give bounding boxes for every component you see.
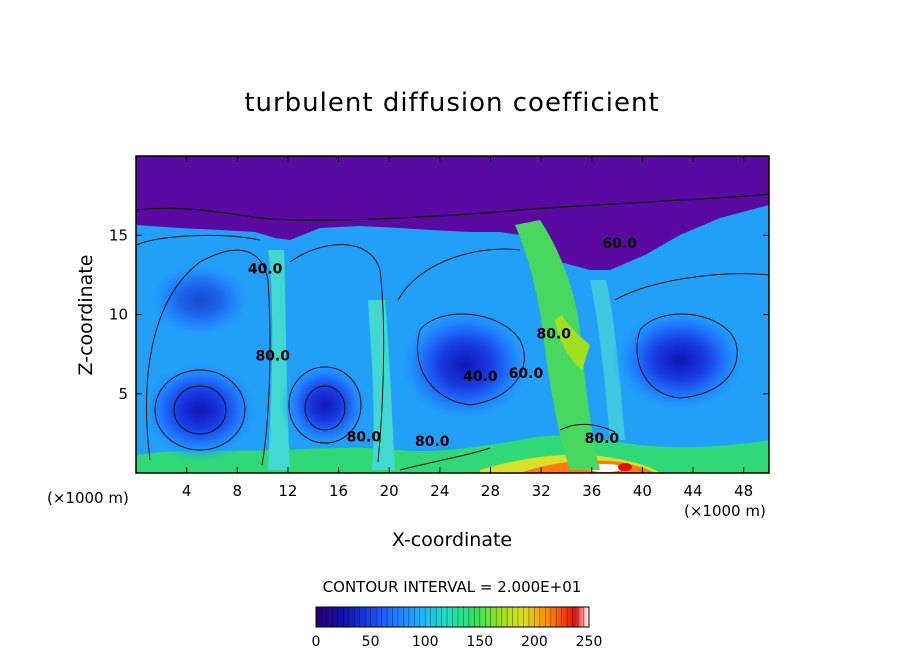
x-tick-label: 16 [329, 482, 348, 500]
x-tick-label: 24 [430, 482, 449, 500]
updraft-5 [590, 280, 625, 440]
contour-label: 80.0 [537, 326, 572, 342]
x-tick-label: 48 [734, 482, 753, 500]
stable-band [136, 193, 769, 221]
contour-label: 40.0 [463, 369, 498, 385]
x-tick-label: 12 [278, 482, 297, 500]
contour-label: 60.0 [509, 366, 544, 382]
x-axis-title: X-coordinate [392, 529, 512, 551]
colorbar-tick-label: 50 [362, 634, 380, 650]
contour-label: 80.0 [415, 434, 450, 450]
y-tick-label: 5 [118, 385, 128, 403]
x-tick-label: 20 [380, 482, 399, 500]
z-unit-label: (×1000 m) [47, 489, 129, 507]
colorbar-tick-label: 200 [521, 634, 548, 650]
y-axis-title: Z-coordinate [75, 255, 97, 376]
x-tick-label: 40 [633, 482, 652, 500]
x-tick-label: 32 [532, 482, 551, 500]
contour-label: 40.0 [248, 261, 283, 277]
colorbar-tick-label: 100 [412, 634, 439, 650]
colorbar-tick-label: 0 [312, 634, 321, 650]
contour-label: 80.0 [255, 348, 290, 364]
x-tick-label: 36 [582, 482, 601, 500]
updraft-3 [515, 220, 600, 470]
updraft-2 [368, 300, 395, 470]
contour-lines [136, 234, 769, 471]
x-unit-label: (×1000 m) [684, 502, 766, 520]
eddy-2 [280, 360, 370, 450]
stable-layer [136, 156, 769, 270]
updraft-4 [555, 315, 590, 370]
eddy-5 [145, 260, 255, 340]
contour-label: 60.0 [602, 236, 637, 252]
contour-interval: CONTOUR INTERVAL = 2.000E+01 [323, 578, 582, 596]
x-tick-label: 44 [683, 482, 702, 500]
colorbar-stripes [321, 607, 584, 627]
eddy-1 [138, 358, 262, 462]
contour-label: 80.0 [347, 429, 382, 445]
contour-label: 80.0 [585, 431, 620, 447]
plot-area [136, 156, 769, 473]
y-tick-label: 15 [109, 226, 128, 244]
colorbar-tick-label: 150 [466, 634, 493, 650]
colorbar-tick-label: 250 [576, 634, 603, 650]
y-tick-label: 10 [109, 306, 128, 324]
chart-title: turbulent diffusion coefficient [244, 88, 659, 118]
x-tick-label: 4 [182, 482, 192, 500]
x-tick-label: 28 [481, 482, 500, 500]
x-tick-label: 8 [233, 482, 243, 500]
ground-red [618, 463, 632, 471]
